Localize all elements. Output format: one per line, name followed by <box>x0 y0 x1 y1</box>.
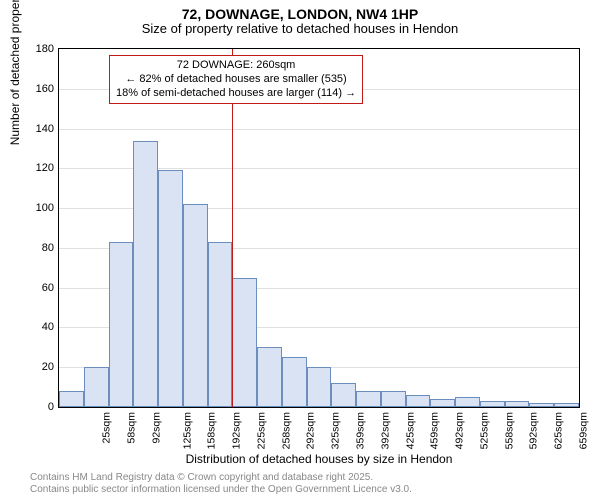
histogram-bar <box>529 403 554 407</box>
x-tick-label: 325sqm <box>330 412 342 449</box>
y-tick-label: 120 <box>14 162 54 174</box>
y-tick-label: 160 <box>14 83 54 95</box>
histogram-bar <box>232 278 257 407</box>
y-tick-label: 40 <box>14 321 54 333</box>
histogram-bar <box>183 204 208 407</box>
x-tick-label: 359sqm <box>354 412 366 449</box>
x-tick-label: 525sqm <box>478 412 490 449</box>
footer-line-1: Contains HM Land Registry data © Crown c… <box>30 472 412 484</box>
x-tick-label: 292sqm <box>305 412 317 449</box>
x-tick-label: 425sqm <box>404 412 416 449</box>
x-tick-label: 392sqm <box>379 412 391 449</box>
x-tick-label: 92sqm <box>150 412 162 444</box>
x-tick-label: 459sqm <box>429 412 441 449</box>
histogram-bar <box>158 170 183 407</box>
grid-line <box>59 129 579 130</box>
histogram-bar <box>455 397 480 407</box>
x-tick-label: 492sqm <box>453 412 465 449</box>
histogram-bar <box>257 347 282 407</box>
annotation-line: 72 DOWNAGE: 260sqm <box>116 59 356 73</box>
histogram-bar <box>480 401 505 407</box>
histogram-bar <box>381 391 406 407</box>
x-tick-label: 58sqm <box>126 412 138 444</box>
histogram-bar <box>282 357 307 407</box>
x-tick-label: 625sqm <box>552 412 564 449</box>
y-tick-label: 0 <box>14 401 54 413</box>
chart-subtitle: Size of property relative to detached ho… <box>0 22 600 39</box>
y-tick-label: 80 <box>14 242 54 254</box>
x-tick-label: 558sqm <box>503 412 515 449</box>
chart-title: 72, DOWNAGE, LONDON, NW4 1HP <box>0 0 600 22</box>
histogram-bar <box>331 383 356 407</box>
x-tick-label: 25sqm <box>101 412 113 444</box>
annotation-line: ← 82% of detached houses are smaller (53… <box>116 73 356 87</box>
histogram-bar <box>84 367 109 407</box>
y-tick-label: 100 <box>14 202 54 214</box>
x-tick-label: 158sqm <box>206 412 218 449</box>
x-tick-label: 192sqm <box>231 412 243 449</box>
footer-line-2: Contains public sector information licen… <box>30 484 412 496</box>
histogram-bar <box>208 242 233 407</box>
y-tick-label: 20 <box>14 361 54 373</box>
plot-area: 72 DOWNAGE: 260sqm← 82% of detached hous… <box>58 48 580 408</box>
chart-container: 72, DOWNAGE, LONDON, NW4 1HP Size of pro… <box>0 0 600 500</box>
x-tick-label: 659sqm <box>577 412 589 449</box>
x-tick-label: 225sqm <box>255 412 267 449</box>
histogram-bar <box>430 399 455 407</box>
annotation-line: 18% of semi-detached houses are larger (… <box>116 87 356 101</box>
y-tick-label: 60 <box>14 282 54 294</box>
y-tick-label: 180 <box>14 43 54 55</box>
footer-attribution: Contains HM Land Registry data © Crown c… <box>30 472 412 496</box>
x-tick-label: 258sqm <box>280 412 292 449</box>
histogram-bar <box>554 403 579 407</box>
histogram-bar <box>133 141 158 408</box>
histogram-bar <box>406 395 431 407</box>
y-tick-label: 140 <box>14 123 54 135</box>
histogram-bar <box>307 367 332 407</box>
histogram-bar <box>59 391 84 407</box>
histogram-bar <box>109 242 134 407</box>
x-tick-label: 592sqm <box>528 412 540 449</box>
x-tick-label: 125sqm <box>181 412 193 449</box>
histogram-bar <box>356 391 381 407</box>
histogram-bar <box>505 401 530 407</box>
annotation-box: 72 DOWNAGE: 260sqm← 82% of detached hous… <box>109 55 363 104</box>
x-axis-title: Distribution of detached houses by size … <box>58 452 580 466</box>
